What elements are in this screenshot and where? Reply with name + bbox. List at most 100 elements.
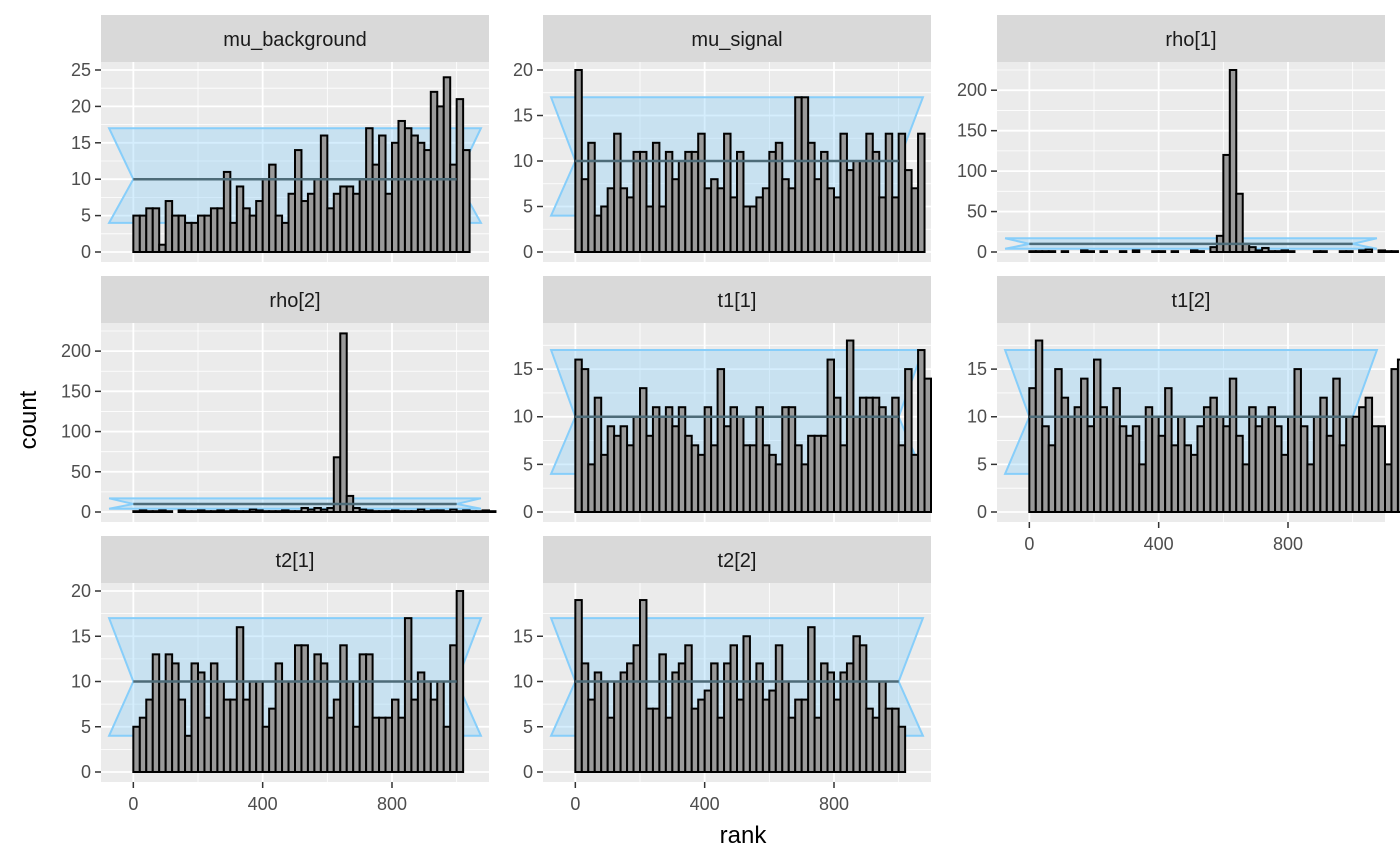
facet-t11: t1[1] 0 5 10 15 [513,276,932,522]
y-tick-label: 10 [513,407,533,427]
x-tick-label: 0 [570,794,580,814]
histogram-bar [1086,250,1095,254]
histogram-bar [658,653,667,773]
histogram-bar [1390,250,1399,254]
histogram-bar [897,725,907,773]
histogram-bar [1228,69,1238,253]
y-tick-label: 25 [71,60,91,80]
facet-rho1: rho[1] 0 50 100 150 200 [957,15,1399,262]
histogram-bar [1157,250,1167,254]
x-tick-label: 800 [377,794,407,814]
histogram-bar [1364,248,1374,254]
histogram-bar [723,132,732,253]
histogram-bar [1196,250,1205,254]
panel-background [101,323,489,522]
x-tick-label: 0 [128,794,138,814]
facet-strip-label: t2[1] [276,550,315,572]
histogram-bar [365,653,374,773]
y-tick-label: 10 [513,151,533,171]
y-tick-label: 5 [977,454,987,474]
histogram-bar [339,332,348,513]
facet-strip-label: mu_signal [691,29,782,51]
facet-strip-label: t1[1] [718,290,757,312]
histogram-bar [403,617,413,774]
facet-strip [997,276,1385,323]
facet-strip [543,15,931,62]
y-tick-label: 10 [71,169,91,189]
y-tick-label: 5 [523,454,533,474]
histogram-bar [1131,249,1141,253]
histogram-bar [1118,250,1128,254]
facet-strip-label: mu_background [223,29,366,51]
y-tick-label: 0 [523,242,533,262]
histogram-bar [736,150,745,253]
y-tick-label: 15 [513,626,533,646]
y-tick-label: 0 [81,502,91,522]
histogram-bar [587,141,596,253]
histogram-bar [455,590,465,773]
histogram-bar [1235,192,1244,253]
facet-t21: t2[1] 0 5 10 15 20 0 400 800 [71,536,489,814]
facet-mu_signal: mu_signal 0 5 10 15 20 [513,15,931,262]
histogram-bar [1060,250,1070,254]
facet-strip [101,536,489,583]
y-tick-label: 10 [513,672,533,692]
facet-strip [997,15,1385,62]
histogram-bar [319,134,329,254]
y-tick-label: 15 [71,626,91,646]
histogram-bar [222,170,232,253]
histogram-bar [164,510,174,514]
histogram-bar [580,368,590,513]
histogram-bar [1261,246,1270,253]
x-tick-label: 800 [1273,534,1303,554]
y-tick-label: 100 [957,161,987,181]
y-axis-title: count [15,390,42,449]
y-tick-label: 5 [81,717,91,737]
histogram-bar [639,599,648,773]
histogram-bar [1345,250,1354,254]
y-tick-label: 5 [523,717,533,737]
y-tick-label: 50 [71,462,91,482]
y-tick-label: 15 [71,133,91,153]
y-tick-label: 20 [71,581,91,601]
y-tick-label: 0 [977,242,987,262]
y-tick-label: 0 [977,502,987,522]
facet-strip-label: t2[2] [718,550,757,572]
histogram-bar [1319,250,1328,254]
y-tick-label: 0 [81,762,91,782]
panel-background [997,62,1385,262]
y-tick-label: 200 [61,341,91,361]
histogram-bar [917,132,926,253]
facet-strip-label: t1[2] [1172,290,1211,312]
x-axis-title: rank [720,822,768,849]
facet-t12: t1[2] 0 5 10 15 0 400 800 [967,276,1400,554]
facet-strip [101,15,489,62]
x-tick-label: 0 [1024,534,1034,554]
y-tick-label: 0 [523,762,533,782]
histogram-bar [1170,250,1180,254]
histogram-bar [807,626,816,774]
facet-strip [543,536,931,583]
y-tick-label: 150 [61,381,91,401]
histogram-bar [1396,358,1400,513]
y-tick-label: 5 [523,197,533,217]
x-tick-label: 400 [690,794,720,814]
histogram-bar [488,510,497,514]
y-tick-label: 0 [523,502,533,522]
facet-t22: t2[2] 0 5 10 15 0 400 800 [513,536,931,814]
facet-strip-label: rho[1] [1165,29,1216,51]
histogram-bar [1287,250,1296,254]
histogram-bar [651,141,661,253]
histogram-bar [923,377,932,514]
y-tick-label: 10 [967,407,987,427]
histogram-bar [151,207,161,254]
histogram-bar [1099,250,1108,254]
histogram-bar [268,163,277,253]
x-tick-label: 800 [819,794,849,814]
facet-strip [101,276,489,323]
y-tick-label: 200 [957,80,987,100]
y-tick-label: 100 [61,422,91,442]
histogram-bar [884,132,894,253]
facet-strip-label: rho[2] [269,290,320,312]
